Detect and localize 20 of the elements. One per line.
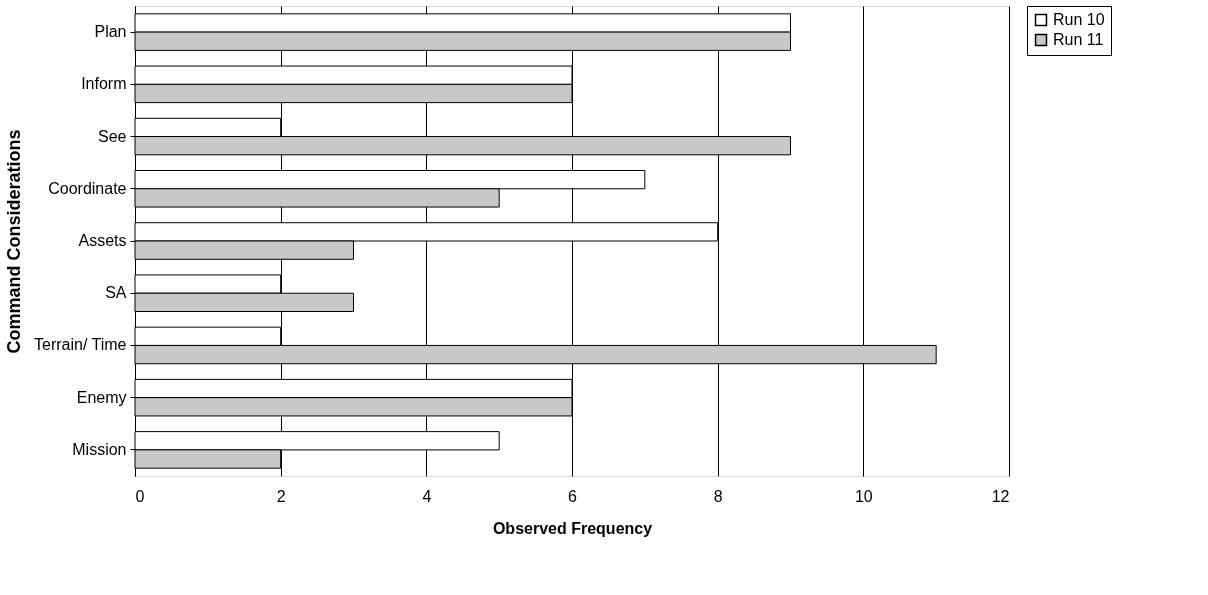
x-tick-label: 0: [135, 487, 145, 505]
y-tick-label: Plan: [94, 23, 127, 41]
x-tick-label: 12: [991, 487, 1010, 505]
y-tick-label: Terrain/ Time: [34, 336, 127, 354]
y-tick-label: Enemy: [76, 388, 127, 406]
legend-label: Run 11: [1053, 31, 1104, 48]
x-tick-label: 4: [422, 487, 432, 505]
x-axis-title: Observed Frequency: [492, 519, 653, 537]
x-tick-label: 10: [854, 487, 873, 505]
y-tick-label: Assets: [78, 232, 127, 249]
x-tick-label: 2: [276, 487, 286, 505]
x-tick-label: 8: [713, 487, 723, 505]
y-tick-label: SA: [105, 284, 127, 302]
y-tick-label: Inform: [81, 75, 127, 93]
legend-label: Run 10: [1053, 11, 1105, 28]
y-tick-label: Coordinate: [48, 179, 127, 197]
y-tick-label: See: [98, 127, 127, 145]
y-tick-label: Mission: [72, 440, 127, 458]
x-tick-label: 6: [568, 487, 578, 505]
y-axis-title: Command Considerations: [3, 129, 24, 354]
